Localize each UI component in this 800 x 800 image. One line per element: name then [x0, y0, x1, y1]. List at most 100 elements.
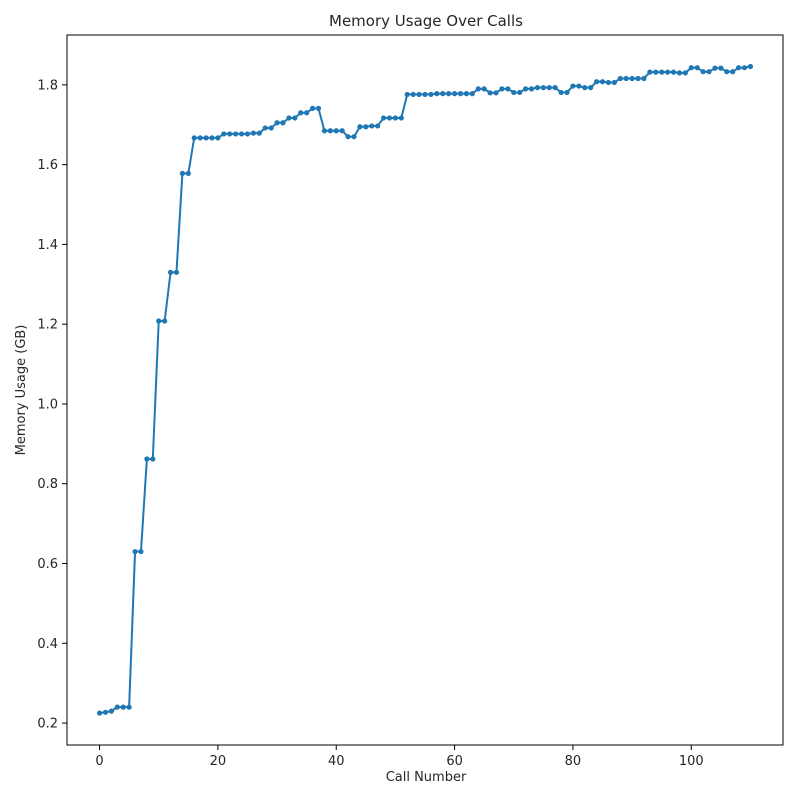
data-point — [670, 69, 677, 75]
data-point — [694, 65, 700, 71]
data-point — [564, 89, 570, 96]
data-point — [327, 128, 333, 134]
data-point — [167, 269, 174, 275]
data-point — [321, 128, 327, 134]
data-point — [351, 134, 357, 140]
y-tick-label: 1.0 — [37, 397, 58, 412]
data-point — [227, 131, 233, 137]
data-point — [659, 69, 665, 75]
data-point — [191, 135, 197, 141]
data-point — [280, 120, 286, 126]
data-point — [392, 115, 399, 121]
data-point — [274, 120, 280, 126]
y-tick-label: 1.6 — [37, 158, 58, 173]
data-point — [594, 79, 600, 85]
data-point — [185, 170, 191, 177]
data-point — [298, 110, 304, 116]
data-point — [475, 86, 481, 92]
data-point — [523, 86, 529, 92]
data-point — [499, 86, 505, 92]
data-point — [120, 704, 126, 710]
data-point — [665, 69, 671, 75]
data-point — [469, 91, 475, 97]
data-point — [588, 85, 594, 91]
data-point — [741, 65, 748, 71]
data-point — [138, 548, 144, 555]
data-point — [570, 83, 576, 89]
data-point — [712, 65, 718, 71]
data-point — [339, 128, 345, 134]
x-tick-label: 80 — [565, 754, 582, 769]
x-tick-label: 100 — [679, 754, 704, 769]
data-point — [398, 115, 404, 121]
data-point — [304, 110, 310, 116]
x-axis-label: Call Number — [386, 770, 467, 785]
x-tick-label: 40 — [328, 754, 345, 769]
data-point — [256, 130, 262, 136]
data-point — [108, 708, 114, 714]
y-tick-label: 1.4 — [37, 238, 58, 253]
data-point — [345, 134, 351, 140]
data-point — [357, 124, 363, 130]
data-point — [534, 85, 541, 91]
chart-title: Memory Usage Over Calls — [329, 12, 523, 30]
data-point — [179, 170, 185, 177]
y-tick-label: 1.2 — [37, 318, 58, 333]
data-point — [730, 69, 736, 75]
data-point — [380, 115, 387, 121]
y-axis-label: Memory Usage (GB) — [14, 325, 29, 456]
x-tick-label: 0 — [95, 754, 103, 769]
x-tick-label: 60 — [446, 754, 463, 769]
data-point — [126, 704, 132, 710]
y-tick-label: 0.2 — [37, 717, 58, 732]
data-point — [517, 89, 523, 96]
data-point — [197, 135, 203, 141]
data-point — [309, 105, 316, 111]
data-point — [481, 86, 487, 92]
data-point — [576, 83, 582, 89]
data-point — [635, 75, 641, 82]
data-point — [641, 75, 647, 82]
data-point — [315, 105, 322, 111]
data-point — [203, 135, 209, 141]
data-point — [623, 75, 629, 82]
data-point — [404, 91, 410, 98]
data-point — [363, 124, 369, 130]
data-point — [215, 135, 221, 141]
data-point — [132, 548, 138, 555]
data-point — [546, 85, 552, 91]
data-point — [451, 91, 458, 97]
data-point — [599, 79, 606, 85]
data-point — [434, 91, 440, 97]
data-point — [292, 115, 298, 121]
data-point — [333, 128, 339, 134]
data-point — [688, 65, 694, 71]
data-point — [162, 318, 168, 324]
axes-frame — [66, 34, 784, 746]
data-point — [706, 69, 712, 75]
data-point — [493, 90, 499, 96]
data-point — [96, 710, 103, 716]
data-point — [262, 125, 268, 131]
data-point — [700, 69, 706, 75]
data-point — [582, 85, 588, 91]
data-point — [114, 704, 120, 710]
data-point — [286, 115, 292, 121]
data-point — [605, 79, 612, 86]
data-point — [250, 130, 256, 136]
plot-area — [96, 63, 754, 716]
data-point — [173, 269, 180, 275]
data-point — [457, 91, 464, 97]
y-tick-label: 0.4 — [37, 637, 58, 652]
axes: 0 20 40 60 80 100 0.2 0.4 0.6 0.8 1.0 1.2 1.4 1.6 1.8 — [37, 34, 784, 769]
data-point — [747, 63, 754, 70]
data-point — [428, 91, 434, 98]
data-point — [724, 69, 730, 75]
data-point — [682, 70, 688, 76]
data-point — [422, 91, 428, 98]
data-point — [736, 65, 742, 71]
data-point — [676, 70, 683, 76]
data-point — [511, 89, 517, 96]
data-point — [238, 131, 245, 137]
